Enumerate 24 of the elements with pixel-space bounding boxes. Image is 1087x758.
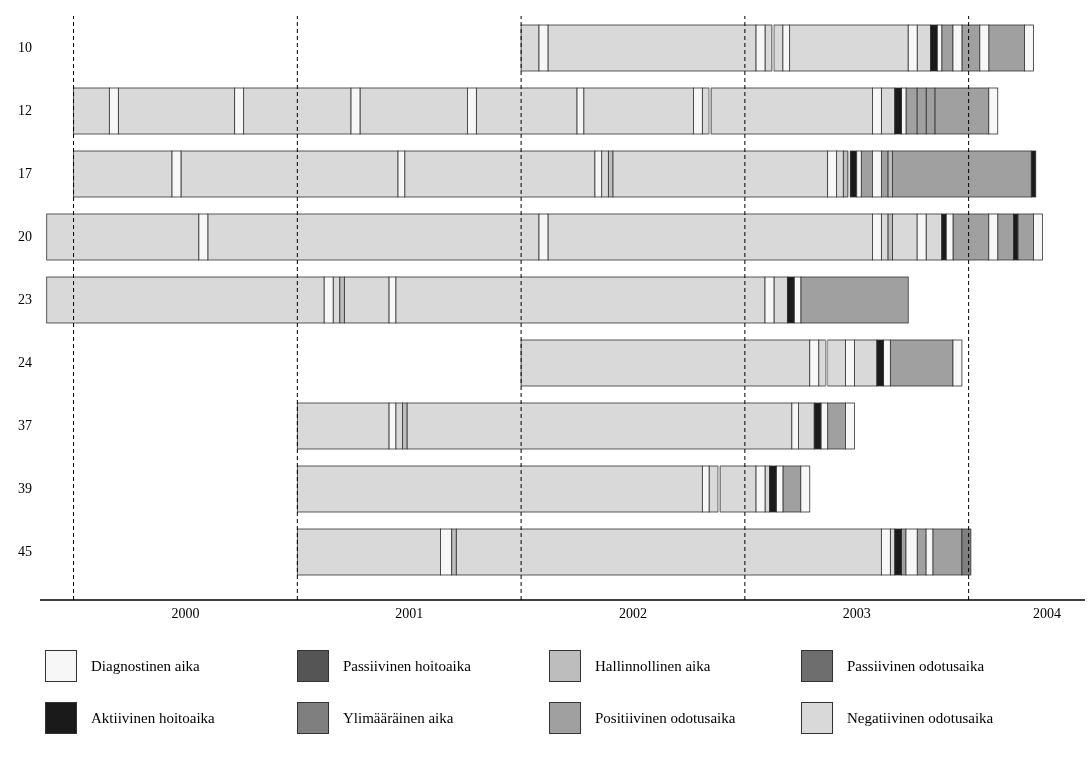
y-tick-label: 17: [18, 166, 32, 182]
legend-label: Ylimääräinen aika: [343, 709, 454, 727]
y-tick-label: 45: [18, 544, 32, 560]
legend-label: Hallinnollinen aika: [595, 657, 711, 675]
y-tick-label: 39: [18, 481, 32, 497]
legend-label: Passiivinen odotusaika: [847, 657, 985, 675]
x-tick-label: 2003: [842, 605, 871, 621]
bar: [825, 340, 828, 386]
y-tick-label: 23: [18, 292, 32, 308]
x-tick-label: 2000: [171, 605, 200, 621]
y-tick-label: 24: [18, 355, 32, 371]
x-tick-label: 2004: [1032, 605, 1061, 621]
legend-label: Passiivinen hoitoaika: [343, 657, 471, 675]
y-tick-label: 20: [18, 229, 32, 245]
x-tick-label: 2001: [395, 605, 424, 621]
legend-label: Positiivinen odotusaika: [595, 709, 736, 727]
y-tick-label: 37: [18, 418, 32, 434]
y-tick-label: 10: [18, 40, 32, 56]
y-tick-label: 12: [18, 103, 32, 119]
legend-label: Negatiivinen odotusaika: [847, 709, 994, 727]
x-tick-label: 2002: [618, 605, 647, 621]
bar: [894, 528, 902, 576]
legend-label: Aktiivinen hoitoaika: [91, 709, 215, 727]
legend-label: Diagnostinen aika: [91, 657, 200, 675]
